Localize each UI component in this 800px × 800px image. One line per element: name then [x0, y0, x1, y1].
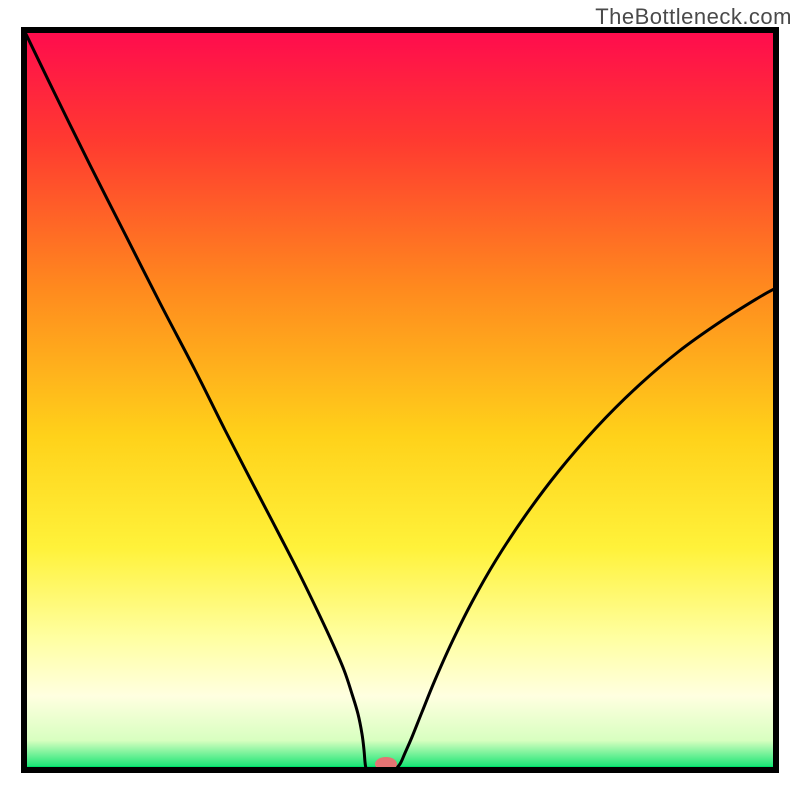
bottleneck-curve-chart — [0, 0, 800, 800]
chart-container: TheBottleneck.com — [0, 0, 800, 800]
watermark-text: TheBottleneck.com — [595, 4, 792, 30]
plot-background-gradient — [24, 30, 776, 770]
